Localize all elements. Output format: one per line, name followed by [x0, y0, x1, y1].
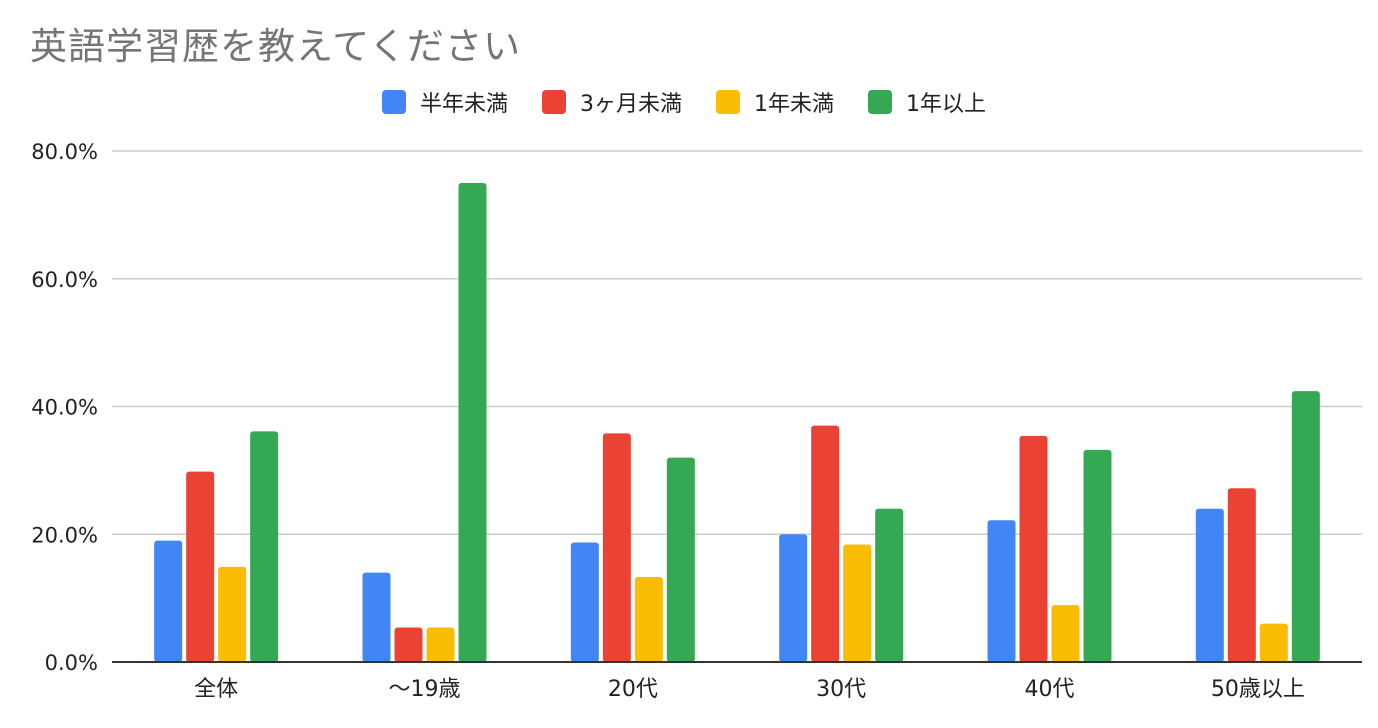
x-tick-label: 〜19歳 — [389, 677, 461, 702]
y-tick-label: 60.0% — [31, 268, 98, 292]
chart-title: 英語学習歴を教えてください — [30, 25, 522, 68]
bar — [602, 433, 631, 662]
bar — [426, 627, 455, 662]
y-tick-label: 20.0% — [31, 523, 98, 547]
bar — [779, 534, 808, 662]
x-tick-label: 30代 — [816, 677, 866, 702]
legend-swatch-one-year-over — [868, 90, 893, 114]
legend-label-one-year-over: 1年以上 — [906, 92, 987, 117]
bar — [666, 457, 695, 662]
bar — [875, 508, 904, 662]
legend-label-three-months: 3ヶ月未満 — [580, 92, 683, 117]
legend-label-half-year: 半年未満 — [420, 92, 509, 117]
legend-swatch-half-year — [382, 90, 406, 114]
bar — [1019, 435, 1048, 662]
bar — [1291, 391, 1320, 662]
x-tick-label: 20代 — [608, 677, 658, 702]
legend-item-half-year[interactable]: 半年未満 — [382, 86, 508, 118]
bar — [218, 566, 247, 662]
legend-item-one-year-under[interactable]: 1年未満 — [716, 86, 834, 118]
bar — [1227, 488, 1256, 662]
y-tick-label: 80.0% — [31, 140, 98, 164]
x-tick-label: 50歳以上 — [1211, 677, 1305, 702]
bar — [1195, 508, 1224, 662]
legend-item-three-months[interactable]: 3ヶ月未満 — [542, 86, 682, 118]
legend-swatch-one-year-under — [716, 90, 741, 114]
bar — [1083, 449, 1112, 662]
legend-swatch-three-months — [542, 90, 567, 114]
bar — [811, 425, 840, 662]
y-tick-label: 40.0% — [31, 396, 98, 420]
bar — [634, 577, 663, 662]
bar — [570, 542, 599, 662]
x-tick-label: 40代 — [1025, 677, 1075, 702]
bar — [362, 572, 391, 662]
bar — [250, 431, 279, 662]
bar — [987, 520, 1016, 662]
legend-item-one-year-over[interactable]: 1年以上 — [868, 86, 986, 118]
x-tick-label: 全体 — [194, 677, 238, 702]
bar — [154, 540, 183, 662]
bar — [186, 471, 215, 662]
bar — [458, 182, 487, 662]
bar — [843, 544, 872, 662]
bar — [394, 627, 423, 662]
chart-legend: 半年未満 3ヶ月未満 1年未満 1年以上 — [382, 86, 986, 118]
legend-label-one-year-under: 1年未満 — [754, 92, 835, 117]
y-tick-label: 0.0% — [45, 651, 98, 675]
bar — [1051, 605, 1080, 662]
bar — [1259, 623, 1288, 662]
